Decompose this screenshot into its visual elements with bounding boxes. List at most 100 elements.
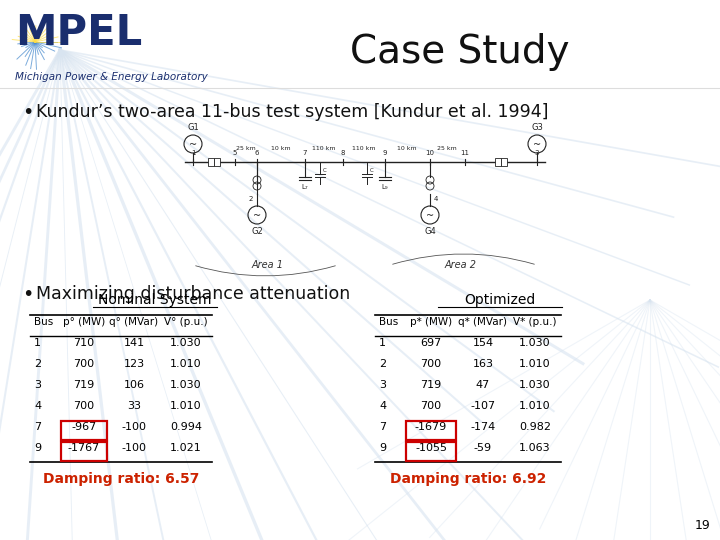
Text: 710: 710 bbox=[73, 338, 94, 348]
Text: ~: ~ bbox=[533, 140, 541, 150]
Text: ~: ~ bbox=[253, 211, 261, 221]
Text: Damping ratio: 6.92: Damping ratio: 6.92 bbox=[390, 472, 546, 486]
Text: -1767: -1767 bbox=[68, 443, 100, 453]
Text: 700: 700 bbox=[73, 359, 94, 369]
Text: 0.994: 0.994 bbox=[170, 422, 202, 432]
Text: 1.030: 1.030 bbox=[519, 338, 551, 348]
Text: Area 1: Area 1 bbox=[252, 260, 284, 270]
Text: 1.063: 1.063 bbox=[519, 443, 551, 453]
Text: 19: 19 bbox=[694, 519, 710, 532]
Text: 7: 7 bbox=[34, 422, 41, 432]
Text: 7: 7 bbox=[379, 422, 386, 432]
Bar bbox=[214, 158, 220, 166]
Text: 10: 10 bbox=[426, 150, 434, 156]
Text: 2: 2 bbox=[379, 359, 386, 369]
Text: 1.021: 1.021 bbox=[170, 443, 202, 453]
Text: Kundur’s two-area 11-bus test system [Kundur et al. 1994]: Kundur’s two-area 11-bus test system [Ku… bbox=[36, 103, 549, 121]
Text: 1.010: 1.010 bbox=[170, 359, 202, 369]
Text: ~: ~ bbox=[426, 211, 434, 221]
Bar bbox=[208, 158, 214, 166]
Text: 700: 700 bbox=[420, 359, 441, 369]
Text: 3: 3 bbox=[535, 150, 539, 156]
Text: -107: -107 bbox=[470, 401, 495, 411]
Text: -174: -174 bbox=[470, 422, 495, 432]
Text: 719: 719 bbox=[73, 380, 94, 390]
Text: Maximizing disturbance attenuation: Maximizing disturbance attenuation bbox=[36, 285, 350, 303]
Text: q* (MVar): q* (MVar) bbox=[459, 317, 508, 327]
Text: 4: 4 bbox=[379, 401, 386, 411]
Text: 1.010: 1.010 bbox=[519, 359, 551, 369]
Text: -59: -59 bbox=[474, 443, 492, 453]
Text: -1055: -1055 bbox=[415, 443, 447, 453]
Text: G3: G3 bbox=[531, 123, 543, 132]
Text: V* (p.u.): V* (p.u.) bbox=[513, 317, 557, 327]
Text: 141: 141 bbox=[123, 338, 145, 348]
Text: 106: 106 bbox=[124, 380, 145, 390]
Text: Bus: Bus bbox=[379, 317, 398, 327]
Text: 11: 11 bbox=[461, 150, 469, 156]
Text: 10 km: 10 km bbox=[271, 146, 291, 151]
Text: 47: 47 bbox=[476, 380, 490, 390]
Text: p* (MW): p* (MW) bbox=[410, 317, 452, 327]
Text: 4: 4 bbox=[34, 401, 41, 411]
Text: q° (MVar): q° (MVar) bbox=[109, 317, 158, 327]
Text: •: • bbox=[22, 285, 33, 304]
Text: 2: 2 bbox=[248, 196, 253, 202]
Text: 9: 9 bbox=[383, 150, 387, 156]
Text: 0.982: 0.982 bbox=[519, 422, 551, 432]
Text: 10 km: 10 km bbox=[397, 146, 417, 151]
Text: 700: 700 bbox=[73, 401, 94, 411]
Text: V° (p.u.): V° (p.u.) bbox=[164, 317, 208, 327]
Text: 1: 1 bbox=[191, 150, 195, 156]
Text: 25 km: 25 km bbox=[236, 146, 256, 151]
Text: C: C bbox=[323, 167, 327, 172]
Text: 1.010: 1.010 bbox=[170, 401, 202, 411]
Text: 1.030: 1.030 bbox=[170, 380, 202, 390]
Text: 9: 9 bbox=[34, 443, 41, 453]
Text: ~: ~ bbox=[189, 140, 197, 150]
Text: 25 km: 25 km bbox=[437, 146, 457, 151]
Text: Optimized: Optimized bbox=[464, 293, 536, 307]
Text: Damping ratio: 6.57: Damping ratio: 6.57 bbox=[42, 472, 199, 486]
Bar bbox=[501, 158, 507, 166]
Text: -100: -100 bbox=[122, 443, 146, 453]
Text: 1: 1 bbox=[34, 338, 41, 348]
Text: 1: 1 bbox=[379, 338, 386, 348]
Text: 6: 6 bbox=[255, 150, 259, 156]
Text: 2: 2 bbox=[34, 359, 41, 369]
Text: 1.010: 1.010 bbox=[519, 401, 551, 411]
Text: Bus: Bus bbox=[34, 317, 53, 327]
Text: 7: 7 bbox=[302, 150, 307, 156]
Text: G1: G1 bbox=[187, 123, 199, 132]
Text: 3: 3 bbox=[379, 380, 386, 390]
Text: •: • bbox=[22, 103, 33, 122]
Text: 697: 697 bbox=[420, 338, 441, 348]
Text: -100: -100 bbox=[122, 422, 146, 432]
Text: 3: 3 bbox=[34, 380, 41, 390]
Text: 33: 33 bbox=[127, 401, 141, 411]
Text: G2: G2 bbox=[251, 227, 263, 236]
Text: p° (MW): p° (MW) bbox=[63, 317, 105, 327]
Text: 719: 719 bbox=[420, 380, 441, 390]
Text: 110 km: 110 km bbox=[312, 146, 336, 151]
Text: L₇: L₇ bbox=[302, 184, 308, 190]
Text: 700: 700 bbox=[420, 401, 441, 411]
Text: Nominal System: Nominal System bbox=[98, 293, 212, 307]
Text: 5: 5 bbox=[233, 150, 237, 156]
Text: 1.030: 1.030 bbox=[170, 338, 202, 348]
Text: 9: 9 bbox=[379, 443, 386, 453]
Text: 110 km: 110 km bbox=[352, 146, 376, 151]
Bar bbox=[495, 158, 501, 166]
Text: L₉: L₉ bbox=[382, 184, 388, 190]
Text: -1679: -1679 bbox=[415, 422, 447, 432]
Text: 123: 123 bbox=[123, 359, 145, 369]
Text: Area 2: Area 2 bbox=[445, 260, 477, 270]
Text: -967: -967 bbox=[71, 422, 96, 432]
Text: C: C bbox=[370, 167, 374, 172]
Text: G4: G4 bbox=[424, 227, 436, 236]
Text: Michigan Power & Energy Laboratory: Michigan Power & Energy Laboratory bbox=[15, 72, 208, 82]
Text: 1.030: 1.030 bbox=[519, 380, 551, 390]
Text: MPEL: MPEL bbox=[15, 12, 143, 54]
Text: 154: 154 bbox=[472, 338, 494, 348]
Text: 8: 8 bbox=[341, 150, 346, 156]
